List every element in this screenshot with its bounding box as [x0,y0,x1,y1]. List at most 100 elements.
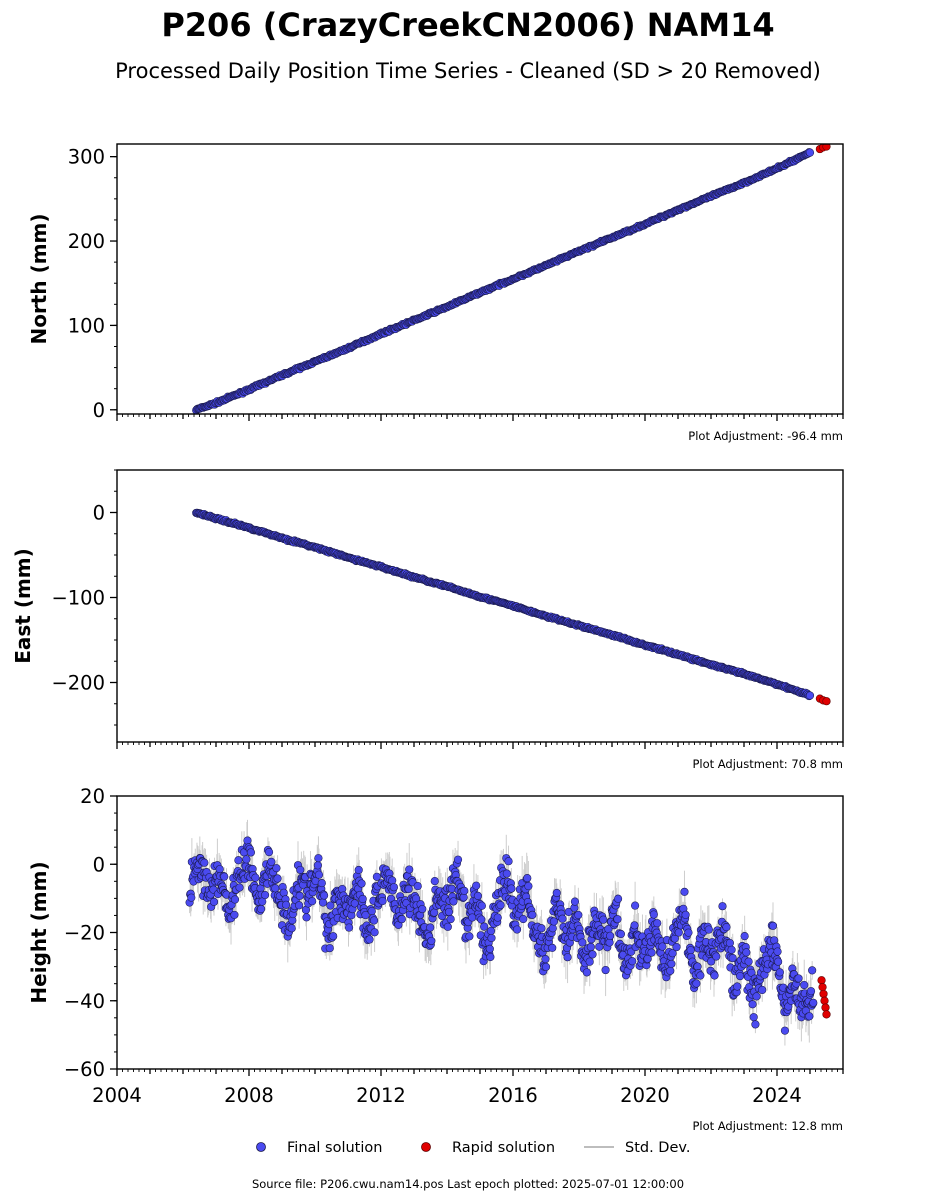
y-tick-label: −40 [64,990,105,1013]
final-point [209,897,219,906]
final-point [578,938,587,947]
final-point [413,881,422,891]
final-point [320,891,329,900]
final-point [318,898,328,907]
final-point [449,897,458,906]
chart-subtitle: Processed Daily Position Time Series - C… [115,59,821,83]
y-tick-label: 100 [68,314,105,337]
final-point [295,901,304,910]
final-point [486,926,496,936]
legend-rapid-label: Rapid solution [452,1140,555,1156]
final-point [272,864,281,873]
final-point [443,922,452,931]
final-point [465,932,474,941]
final-point [314,854,323,863]
final-point [370,928,379,937]
final-point [447,884,456,893]
final-point [257,904,266,914]
final-point [246,848,255,857]
legend: Final solution Rapid solution Std. Dev. [256,1140,690,1156]
final-point [805,148,815,157]
final-point [674,928,683,937]
x-tick-label: 2016 [488,1084,538,1107]
final-point [606,931,615,940]
final-point [358,894,367,904]
y-ticks: 0 −100 −200 [51,469,117,726]
final-point [230,910,239,919]
y-tick-label: −100 [51,587,105,610]
final-point [712,952,721,961]
legend-std-label: Std. Dev. [625,1140,690,1156]
rapid-point [822,144,831,151]
final-point [548,924,557,933]
final-point [613,915,622,924]
final-point [235,883,244,892]
final-point [460,886,469,895]
rapid-point [820,996,829,1005]
final-point [630,921,639,930]
final-point [563,953,572,962]
axes-frame [116,469,844,743]
final-point [773,947,782,956]
final-point [302,913,311,922]
final-point [313,861,322,870]
final-point [446,915,455,924]
y-tick-label: 0 [93,399,105,422]
final-point [361,911,370,920]
final-point [586,942,595,952]
final-point [582,968,591,977]
final-point [696,971,705,980]
final-point [512,925,522,934]
final-point [296,865,305,874]
final-points [192,148,815,414]
final-point [472,881,481,890]
final-point [742,948,751,957]
y-tick-label: 200 [68,230,105,253]
chart-title: P206 (CrazyCreekCN2006) NAM14 [161,6,774,44]
footer-source: Source file: P206.cwu.nam14.pos Last epo… [252,1177,684,1191]
final-point [752,992,761,1001]
final-point [758,985,767,995]
final-point [680,887,689,896]
rapid-points [815,694,831,706]
legend-final-label: Final solution [287,1140,382,1156]
final-point [574,910,583,920]
y-tick-label: −20 [64,922,105,945]
final-point [668,949,677,958]
x-tick-label: 2012 [356,1084,406,1107]
final-point [486,952,495,962]
final-point [282,900,291,909]
final-point [658,942,667,951]
final-point [805,1012,814,1021]
panel-3: 20 0 −20 −40 −60 2004 2008 2012 2016 2020 2024 Heig… [27,785,844,1133]
final-point [541,955,550,964]
final-point [200,858,209,867]
final-point [774,957,783,966]
final-point [692,979,701,988]
y-tick-label: −60 [64,1058,105,1081]
final-point [493,913,502,922]
panel-2: 0 −100 −200 East (mm) Plot Adjustment: 70.8 … [11,469,844,771]
rapid-point [822,1010,831,1019]
final-point [354,865,363,875]
final-point [317,879,326,888]
rapid-point [817,976,826,985]
final-point [736,972,745,981]
final-points [185,836,818,1035]
final-point [418,904,427,914]
final-point [397,915,406,924]
rapid-point [821,1003,830,1012]
panel-1: 0 100 200 300 North (mm) Plot Adjustment: -96… [27,143,844,443]
final-point [704,925,713,934]
final-point [524,882,533,891]
final-point [473,891,482,900]
final-point [427,936,436,946]
plot-adjustment: Plot Adjustment: -96.4 mm [688,429,843,443]
final-point [404,884,413,894]
final-point [378,896,387,906]
final-point [805,691,815,700]
final-point [558,914,567,923]
final-point [548,943,557,952]
final-point [727,945,736,954]
final-point [570,897,580,906]
